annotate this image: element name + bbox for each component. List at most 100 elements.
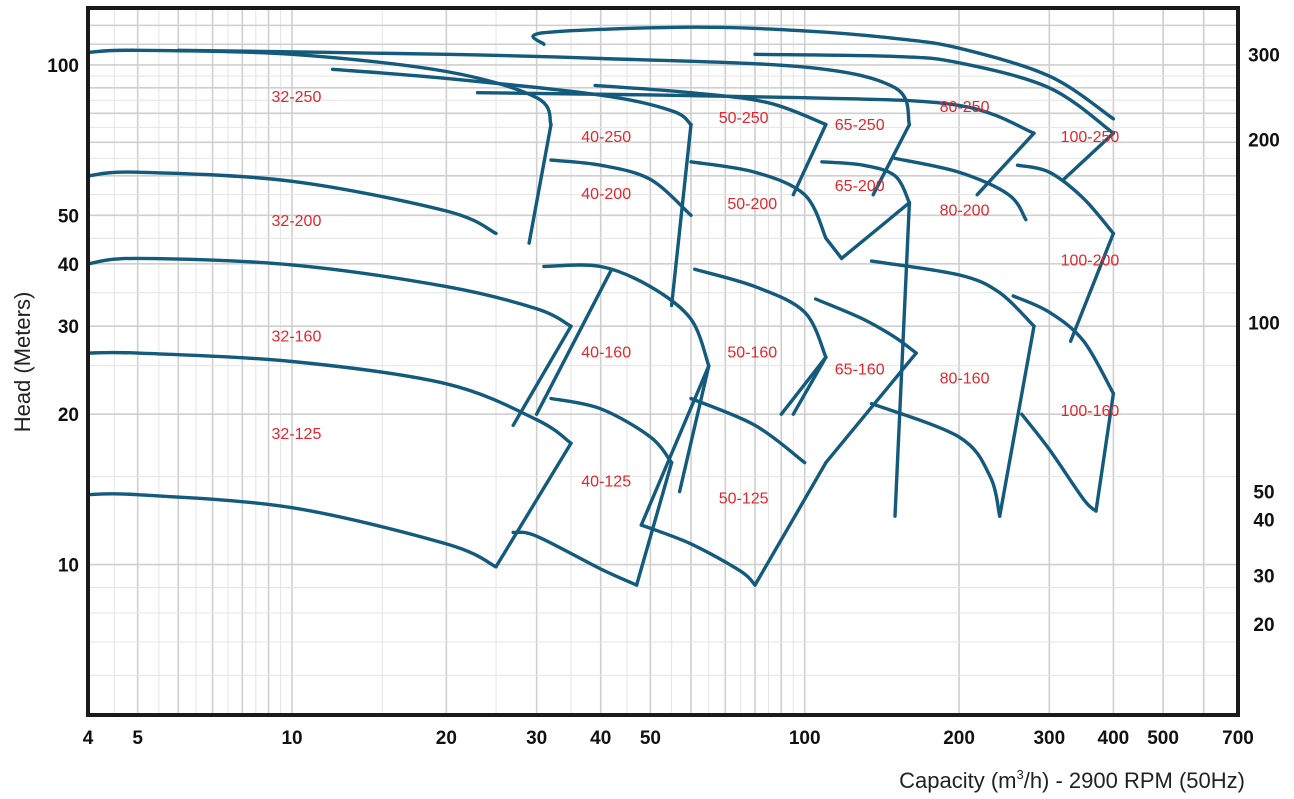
pump-curve-16 xyxy=(820,160,912,205)
pump-curve-30 xyxy=(86,492,498,569)
pump-curve-0 xyxy=(86,48,553,127)
pump-curve-20 xyxy=(542,263,711,368)
pump-curve-33 xyxy=(494,441,573,569)
region-label-32-250: 32-250 xyxy=(272,89,322,106)
pump-curve-9 xyxy=(791,122,828,197)
y2-tick-label: 20 xyxy=(1253,615,1274,636)
region-label-50-125: 50-125 xyxy=(719,491,769,508)
pump-curve-36 xyxy=(634,460,674,587)
x-tick-label: 700 xyxy=(1222,728,1254,749)
pump-curves xyxy=(86,25,1116,587)
region-label-40-160: 40-160 xyxy=(581,344,631,361)
pump-curve-31 xyxy=(511,530,639,587)
region-label-50-160: 50-160 xyxy=(727,344,777,361)
x-tick-label: 400 xyxy=(1098,728,1130,749)
y2-tick-label: 200 xyxy=(1248,130,1280,151)
x-tick-label: 100 xyxy=(789,728,821,749)
pump-curve-4 xyxy=(475,91,1036,135)
region-label-50-250: 50-250 xyxy=(719,110,769,127)
y2-tick-label: 100 xyxy=(1248,314,1280,335)
pump-curve-23 xyxy=(869,259,1036,328)
y-tick-label: 100 xyxy=(47,56,79,77)
pump-curve-26 xyxy=(549,396,674,465)
region-label-40-250: 40-250 xyxy=(581,129,631,146)
pump-curve-44 xyxy=(839,201,912,261)
region-label-65-160: 65-160 xyxy=(835,361,885,378)
region-label-65-250: 65-250 xyxy=(835,117,885,134)
region-label-80-250: 80-250 xyxy=(940,99,990,116)
y-axis-title: Head (Meters) xyxy=(10,292,35,433)
region-label-100-200: 100-200 xyxy=(1061,252,1120,269)
pump-curve-40 xyxy=(779,355,828,416)
pump-curve-7 xyxy=(527,122,553,245)
pump-curve-25 xyxy=(86,350,573,445)
y-tick-label: 30 xyxy=(58,317,79,338)
region-label-65-200: 65-200 xyxy=(835,178,885,195)
pump-curve-13 xyxy=(86,170,498,236)
pump-curve-19 xyxy=(86,256,573,328)
pump-curve-39 xyxy=(753,460,828,587)
pump-curve-11 xyxy=(975,131,1036,197)
pump-curve-34 xyxy=(511,324,573,427)
pump-curve-8 xyxy=(669,122,693,308)
pump-curve-10 xyxy=(871,122,912,197)
pump-curve-3 xyxy=(176,48,912,127)
x-tick-label: 500 xyxy=(1147,728,1179,749)
pump-curve-17 xyxy=(893,156,1028,222)
region-label-40-200: 40-200 xyxy=(581,186,631,203)
pump-curve-41 xyxy=(791,355,828,416)
region-label-100-160: 100-160 xyxy=(1061,403,1120,420)
x-axis-ticks: 4 5 10 20 30 40 50 100 200 300 400 500 700 xyxy=(83,728,1254,749)
pump-curve-22 xyxy=(813,297,918,355)
region-label-100-250: 100-250 xyxy=(1061,129,1120,146)
y2-tick-label: 50 xyxy=(1253,483,1274,504)
pump-curve-5 xyxy=(753,52,1116,135)
x-tick-label: 50 xyxy=(640,728,661,749)
y-tick-label: 50 xyxy=(58,206,79,227)
pump-curve-21 xyxy=(693,267,828,359)
y-tick-label: 10 xyxy=(58,556,79,577)
x-tick-label: 5 xyxy=(132,728,143,749)
y-tick-label: 40 xyxy=(58,255,79,276)
x-axis-title: Capacity (m3/h) - 2900 RPM (50Hz) xyxy=(899,767,1245,793)
y2-axis-ticks: 20 30 40 50 100 200 300 xyxy=(1248,45,1280,636)
x-tick-label: 300 xyxy=(1033,728,1065,749)
pump-curve-43 xyxy=(824,236,844,261)
region-labels: 32-250 40-250 50-250 65-250 80-250 100-250 32-… xyxy=(272,89,1120,508)
region-label-50-200: 50-200 xyxy=(727,196,777,213)
pump-curve-28 xyxy=(869,401,1002,518)
y2-tick-label: 300 xyxy=(1248,45,1280,66)
y2-tick-label: 40 xyxy=(1253,511,1274,532)
pump-curve-38 xyxy=(639,364,711,527)
pump-curve-15 xyxy=(689,160,828,240)
region-label-40-125: 40-125 xyxy=(581,474,631,491)
pump-curve-14 xyxy=(549,158,693,217)
pump-curve-27 xyxy=(689,396,807,465)
pump-curve-32 xyxy=(639,523,757,587)
plot-frame xyxy=(86,6,1240,717)
x-tick-label: 20 xyxy=(436,728,457,749)
y-axis-ticks: 10 20 30 40 50 100 xyxy=(47,56,79,577)
y2-tick-label: 30 xyxy=(1253,567,1274,588)
x-tick-label: 200 xyxy=(943,728,975,749)
grid xyxy=(87,7,1239,716)
region-label-80-160: 80-160 xyxy=(940,370,990,387)
pump-curve-2 xyxy=(330,67,693,127)
x-tick-label: 30 xyxy=(526,728,547,749)
pump-curve-24 xyxy=(1011,294,1116,396)
x-tick-label: 4 xyxy=(83,728,94,749)
region-label-80-200: 80-200 xyxy=(940,202,990,219)
region-label-32-200: 32-200 xyxy=(272,213,322,230)
x-tick-label: 10 xyxy=(281,728,302,749)
pump-curve-12 xyxy=(1062,131,1116,182)
pump-curve-18 xyxy=(1015,163,1116,236)
pump-curve-46 xyxy=(1094,391,1116,513)
x-tick-label: 40 xyxy=(590,728,611,749)
region-label-32-160: 32-160 xyxy=(272,329,322,346)
pump-curve-6 xyxy=(593,83,828,127)
pump-curve-29 xyxy=(1020,412,1098,513)
pump-curve-1 xyxy=(531,25,1116,121)
pump-curve-47 xyxy=(1068,231,1116,343)
region-label-32-125: 32-125 xyxy=(272,426,322,443)
